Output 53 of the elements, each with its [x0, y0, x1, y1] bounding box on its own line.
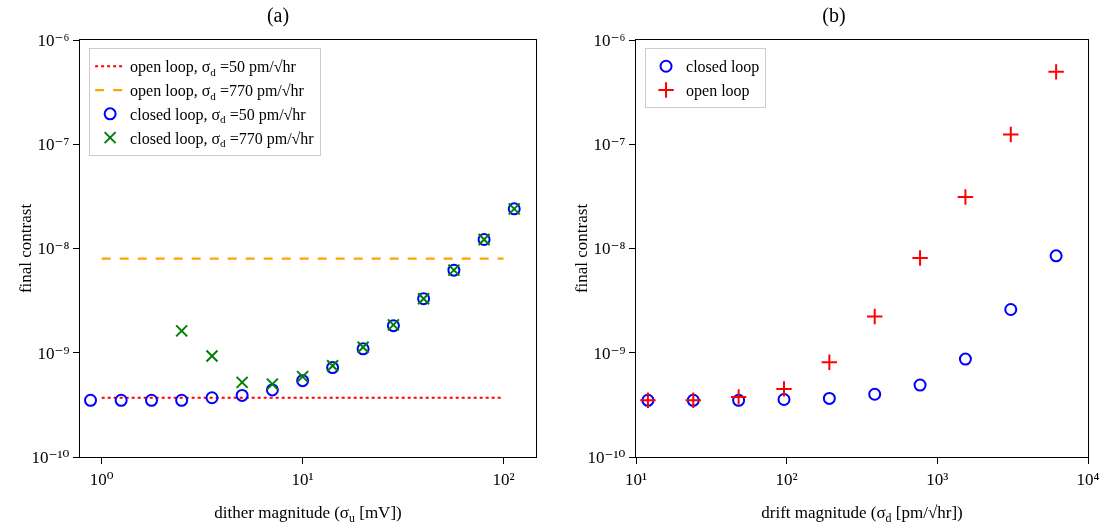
point	[866, 307, 884, 326]
x-axis-title: drift magnitude (σ$_{d}$ [pm/√hr])	[761, 503, 963, 525]
legend-label: closed loop, σ$_{d}$ =50 pm/√hr	[130, 106, 307, 126]
point	[820, 353, 839, 371]
legend-label: open loop	[686, 82, 750, 101]
x-axis-title: dither magnitude (σ$_{u}$ [mV])	[214, 503, 402, 525]
point	[1002, 125, 1020, 144]
y-axis-title: final contrast	[16, 203, 36, 294]
point	[956, 188, 975, 206]
point	[958, 352, 972, 366]
point	[732, 393, 746, 407]
point	[296, 374, 310, 388]
point	[1004, 302, 1018, 316]
y-tick-label: 10⁻⁹	[37, 343, 70, 363]
point	[175, 393, 189, 407]
x-tick-label: 10⁰	[89, 469, 114, 489]
legend-label: open loop, σ$_{d}$ =50 pm/√hr	[130, 58, 297, 78]
y-tick-label: 10⁻⁷	[37, 135, 70, 155]
point	[775, 380, 793, 398]
point	[729, 388, 748, 406]
chart-title: (a)	[266, 3, 290, 27]
x-tick-label: 10²	[492, 469, 515, 489]
legend-label: open loop, σ$_{d}$ =770 pm/√hr	[130, 82, 305, 102]
point	[84, 393, 98, 407]
point	[868, 387, 882, 401]
point	[911, 249, 929, 267]
point	[205, 391, 219, 405]
point	[1047, 63, 1065, 81]
y-tick-label: 10⁻⁹	[593, 343, 626, 363]
y-tick-label: 10⁻⁸	[37, 239, 70, 259]
x-tick-label: 10⁴	[1076, 469, 1100, 489]
legend-label: closed loop, σ$_{d}$ =770 pm/√hr	[130, 129, 315, 150]
x-tick-label: 10²	[775, 469, 798, 489]
x-tick-label: 10¹	[624, 469, 648, 489]
y-axis-title: final contrast	[572, 203, 592, 294]
point	[265, 383, 279, 397]
y-tick-label: 10⁻⁶	[593, 30, 626, 50]
point	[145, 393, 159, 407]
point	[822, 391, 836, 405]
y-tick-label: 10⁻⁷	[593, 135, 626, 155]
y-tick-label: 10⁻⁶	[37, 30, 70, 50]
chart-title: (b)	[822, 3, 846, 27]
point	[1049, 249, 1063, 263]
point	[114, 393, 128, 407]
y-tick-label: 10⁻¹⁰	[587, 447, 626, 467]
y-tick-label: 10⁻¹⁰	[31, 447, 70, 467]
point	[913, 378, 927, 392]
point	[777, 393, 791, 407]
x-tick-label: 10³	[926, 469, 949, 489]
legend-label: closed loop	[686, 58, 760, 77]
point	[235, 388, 249, 402]
y-tick-label: 10⁻⁸	[593, 239, 626, 259]
x-tick-label: 10¹	[291, 469, 314, 489]
